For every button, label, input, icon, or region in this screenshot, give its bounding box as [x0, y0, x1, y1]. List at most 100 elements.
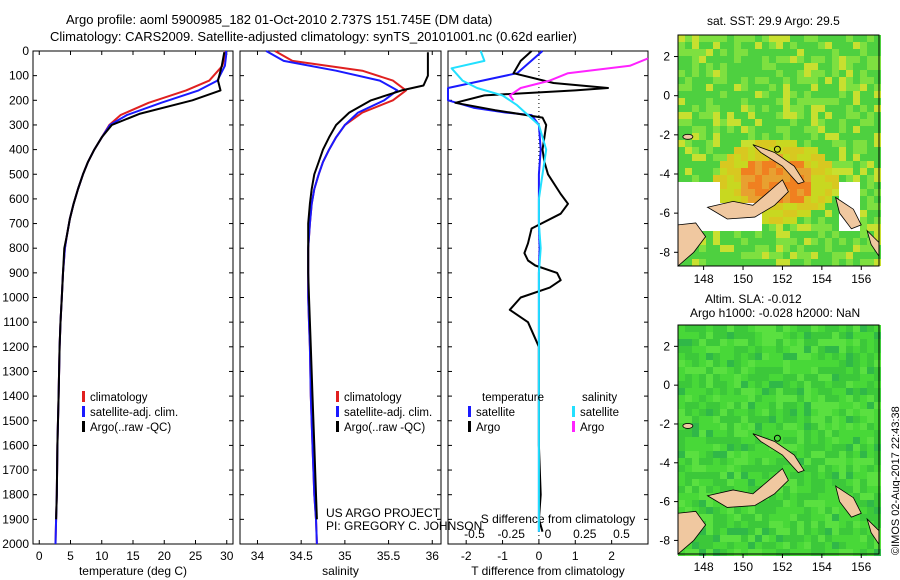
map-cell	[706, 528, 713, 535]
map-cell	[818, 189, 825, 196]
map-cell	[748, 332, 755, 339]
map-cell	[727, 140, 734, 147]
map-cell	[804, 339, 811, 346]
map-cell	[860, 35, 867, 42]
map-cell	[692, 42, 699, 49]
map-cell	[713, 444, 720, 451]
map-cell	[713, 395, 720, 402]
map-cell	[685, 374, 692, 381]
map-cell	[706, 500, 713, 507]
map-cell	[678, 360, 685, 367]
map-cell	[762, 409, 769, 416]
map-cell	[790, 210, 797, 217]
map-cell	[811, 189, 818, 196]
map-cell	[853, 245, 860, 252]
depth-tick-label: 700	[9, 217, 29, 231]
map-cell	[734, 360, 741, 367]
map-cell	[720, 395, 727, 402]
legend-label: climatology	[90, 392, 148, 404]
map-cell	[867, 360, 874, 367]
map-cell	[713, 325, 720, 332]
map-cell	[825, 521, 832, 528]
map-cell	[720, 189, 727, 196]
map-cell	[860, 56, 867, 63]
map-cell	[720, 381, 727, 388]
map-cell	[769, 423, 776, 430]
map-cell	[776, 105, 783, 112]
map-cell	[860, 542, 867, 549]
map-cell	[769, 175, 776, 182]
map-cell	[846, 549, 853, 556]
map-cell	[867, 535, 874, 542]
map-cell	[860, 147, 867, 154]
map-cell	[706, 409, 713, 416]
map-cell	[874, 458, 881, 465]
map-cell	[790, 105, 797, 112]
map-cell	[853, 189, 860, 196]
map-cell	[678, 217, 685, 224]
map-cell	[699, 105, 706, 112]
map-cell	[783, 346, 790, 353]
map-cell	[755, 479, 762, 486]
map-y-tick-label: -4	[659, 167, 670, 181]
map-cell	[790, 70, 797, 77]
map-cell	[769, 367, 776, 374]
depth-tick-label: 200	[9, 93, 29, 107]
map-cell	[706, 238, 713, 245]
map-cell	[699, 119, 706, 126]
map-cell	[713, 339, 720, 346]
map-cell	[748, 465, 755, 472]
map-cell	[741, 507, 748, 514]
map-cell	[678, 507, 685, 514]
map-cell	[678, 203, 685, 210]
map-cell	[832, 56, 839, 63]
map-cell	[685, 500, 692, 507]
map-cell	[755, 91, 762, 98]
map-cell	[720, 147, 727, 154]
map-cell	[699, 353, 706, 360]
map-cell	[790, 472, 797, 479]
map-cell	[748, 423, 755, 430]
map-cell	[734, 388, 741, 395]
map-cell	[692, 161, 699, 168]
map-cell	[783, 437, 790, 444]
map-cell	[825, 217, 832, 224]
map-cell	[741, 535, 748, 542]
map-cell	[692, 147, 699, 154]
depth-tick-label: 100	[9, 69, 29, 83]
map-cell	[741, 259, 748, 266]
map-cell	[832, 154, 839, 161]
map-cell	[727, 388, 734, 395]
map-cell	[769, 339, 776, 346]
argo-position-marker	[773, 434, 781, 442]
map-cell	[748, 374, 755, 381]
map-cell	[797, 168, 804, 175]
map-cell	[818, 507, 825, 514]
map-cell	[692, 360, 699, 367]
map-cell	[874, 91, 881, 98]
map-cell	[678, 77, 685, 84]
map-cell	[860, 112, 867, 119]
map-cell	[776, 119, 783, 126]
map-cell	[741, 367, 748, 374]
map-cell	[720, 402, 727, 409]
map-cell	[713, 409, 720, 416]
map-cell	[832, 437, 839, 444]
map-cell	[692, 416, 699, 423]
map-cell	[706, 224, 713, 231]
map-cell	[874, 388, 881, 395]
map-cell	[748, 238, 755, 245]
map-cell	[867, 395, 874, 402]
map-cell	[762, 514, 769, 521]
map-cell	[811, 224, 818, 231]
legend-sal-argo: Argo	[572, 421, 619, 436]
map-cell	[734, 161, 741, 168]
map-cell	[825, 332, 832, 339]
map-cell	[811, 210, 818, 217]
map-cell	[797, 423, 804, 430]
map-cell	[699, 542, 706, 549]
map-cell	[839, 147, 846, 154]
map-cell	[769, 238, 776, 245]
map-cell	[685, 35, 692, 42]
